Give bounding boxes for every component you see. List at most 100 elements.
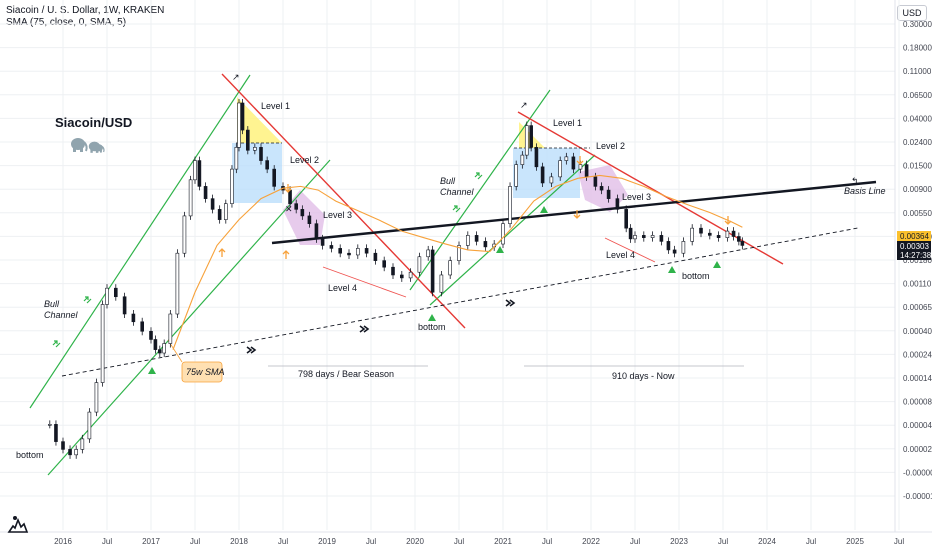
currency-button[interactable]: USD: [897, 5, 927, 21]
label-level-2: Level 2: [290, 155, 319, 165]
elephant-icon: [94, 144, 105, 153]
y-tick-label: 0.00065: [903, 303, 932, 312]
candle-body: [188, 179, 193, 217]
label-level-1b: Level 1: [553, 118, 582, 128]
bottom-marker-icon: [148, 367, 156, 374]
label-basis-line: Basis Line: [844, 186, 886, 196]
candle-body: [224, 203, 228, 220]
y-tick-label: 0.00180: [903, 256, 932, 265]
x-tick-label: 2020: [406, 537, 424, 546]
zone-level-3: [283, 190, 325, 245]
candle-body: [307, 215, 312, 224]
x-axis[interactable]: 2016 Jul 2017 Jul 2018 Jul 2019 Jul 2020 Jul 2021 J…: [0, 531, 932, 546]
candle-body: [529, 125, 533, 148]
y-tick-label: 0.11000: [903, 67, 932, 76]
candle-body: [430, 249, 435, 293]
candle-body: [153, 339, 158, 350]
label-level-2b: Level 2: [596, 141, 625, 151]
chevron-right-icon: [359, 325, 370, 333]
price-label-box: [897, 231, 931, 241]
bottom-marker-icon: [713, 261, 721, 268]
trend-lines: [29, 73, 877, 476]
candle-body: [659, 235, 664, 242]
candle-body: [690, 227, 695, 242]
annotations: Siacoin/USD Level 1 Level 2 Level 3 Level 4 L…: [16, 72, 886, 460]
downtrend-line-1: [221, 73, 466, 329]
candle-body: [699, 227, 703, 234]
candle-body: [149, 330, 153, 340]
candle-body: [465, 235, 470, 246]
candle-body: [524, 125, 529, 156]
elephant-leg: [90, 148, 93, 153]
y-tick-label: -0.00000: [903, 468, 932, 477]
y-axis[interactable]: 0.30000 0.18000 0.11000 0.06500 0.04000 0.024…: [894, 0, 932, 532]
bull-channel-2-lower: [429, 154, 596, 306]
price-label-text: 0.00303: [900, 242, 929, 251]
candle-body: [114, 287, 118, 298]
candle-body: [182, 215, 187, 254]
candle-body: [122, 296, 127, 315]
tradingview-logo-icon[interactable]: [6, 512, 30, 536]
label-bottom-3: bottom: [682, 271, 710, 281]
candle-body: [347, 252, 351, 256]
bull-arrow-icon: [452, 205, 461, 213]
bottom-marker-icon: [496, 246, 504, 253]
candle-body: [210, 198, 215, 210]
candle-body: [320, 238, 325, 246]
x-tick-label: Jul: [542, 537, 552, 546]
y-tick-label: -0.00001: [903, 492, 932, 501]
candle-body: [94, 382, 99, 413]
candle-body: [193, 160, 197, 181]
price-label-text: 14:27:38: [900, 251, 932, 260]
candle-body: [240, 102, 245, 131]
x-tick-label: 2025: [846, 537, 864, 546]
y-tick-label: 0.02400: [903, 138, 932, 147]
x-tick-label: Jul: [718, 537, 728, 546]
x-tick-label: 2016: [54, 537, 72, 546]
y-tick-label: 0.18000: [903, 44, 932, 53]
label-days-now: 910 days - Now: [612, 371, 675, 381]
candle-body: [740, 241, 745, 246]
label-level-4: Level 4: [328, 283, 357, 293]
candle-body: [54, 424, 58, 442]
candle-body: [731, 230, 736, 237]
candle-body: [599, 186, 604, 191]
candle-body: [265, 160, 269, 170]
level-4-arrow: [322, 266, 407, 298]
chevron-right-icon: [246, 346, 257, 354]
candle-body: [628, 227, 633, 240]
price-label-box: [897, 250, 931, 260]
candle-body: [417, 256, 422, 273]
candle-body: [672, 249, 677, 254]
chevron-right-icon: [505, 299, 516, 307]
x-tick-label: 2023: [670, 537, 688, 546]
label-level-3b: Level 3: [622, 192, 651, 202]
bull-channel-lower: [47, 159, 331, 476]
candle-body: [158, 349, 162, 354]
candle-body: [650, 235, 655, 238]
candle-body: [391, 266, 395, 276]
candle-body: [300, 209, 305, 217]
x-tick-label: 2024: [758, 537, 776, 546]
candle-body: [578, 164, 583, 170]
x-tick-label: Jul: [630, 537, 640, 546]
candle-body: [382, 260, 387, 268]
candle-body: [68, 449, 72, 456]
candle-body: [641, 235, 646, 238]
y-tick-label: 0.04000: [903, 114, 932, 123]
label-bull-channel-2: Bull: [440, 176, 456, 186]
candle-body: [707, 232, 712, 236]
candle-body: [666, 241, 671, 251]
legend-sma-line[interactable]: SMA (75, close, 0, SMA, 5): [6, 17, 127, 28]
candle-body: [474, 235, 479, 242]
sma-75-line: [172, 174, 743, 350]
label-level-4b: Level 4: [606, 250, 635, 260]
bull-arrow-icon: [83, 296, 92, 304]
candle-body: [606, 189, 611, 199]
candle-body: [74, 449, 78, 456]
candle-body: [540, 166, 545, 184]
label-bull-channel: Channel: [44, 310, 79, 320]
candle-body: [549, 176, 554, 184]
x-tick-label: 2021: [494, 537, 512, 546]
